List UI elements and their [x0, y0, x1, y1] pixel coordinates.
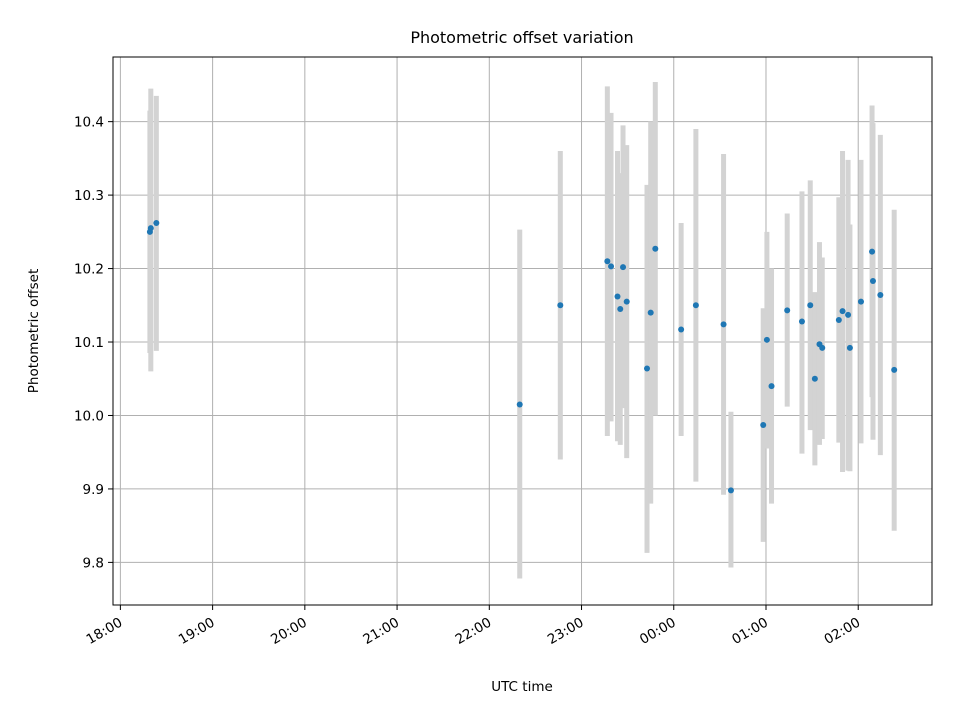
chart-title: Photometric offset variation [410, 28, 633, 47]
y-axis-ticks: 9.8 9.9 10.0 10.1 10.2 10.3 10.4 [74, 115, 113, 571]
x-tick-label: 02:00 [822, 615, 864, 648]
error-bars [147, 81, 897, 579]
y-tick-label: 9.8 [83, 555, 104, 571]
x-tick-label: 22:00 [453, 615, 495, 648]
y-tick-label: 10.4 [74, 115, 104, 131]
y-tick-label: 10.2 [74, 262, 104, 278]
y-tick-label: 10.1 [74, 335, 104, 351]
x-tick-label: 20:00 [268, 615, 310, 648]
y-tick-label: 9.9 [83, 482, 104, 498]
data-point [678, 326, 685, 333]
data-point [652, 245, 659, 252]
x-tick-label: 00:00 [637, 615, 679, 648]
data-point [647, 309, 654, 316]
x-axis-label: UTC time [491, 679, 553, 695]
data-point [869, 278, 876, 285]
data-point [857, 298, 864, 305]
data-point [623, 298, 630, 305]
data-point [720, 321, 727, 328]
data-point [784, 307, 791, 314]
x-tick-label: 19:00 [176, 615, 218, 648]
data-point [604, 258, 611, 265]
data-point [692, 302, 699, 309]
data-point [845, 311, 852, 318]
x-axis-ticks: 18:00 19:00 20:00 21:00 22:00 23:00 00:00 01:00… [84, 605, 864, 648]
data-point [620, 264, 627, 271]
data-point [869, 248, 876, 255]
data-point [614, 293, 621, 300]
x-tick-label: 01:00 [729, 615, 771, 648]
data-point [768, 383, 775, 390]
y-tick-label: 10.3 [74, 188, 104, 204]
plot-frame [112, 56, 933, 606]
data-point [807, 302, 814, 309]
x-tick-label: 21:00 [360, 615, 402, 648]
x-tick-label: 23:00 [545, 615, 587, 648]
data-point [891, 366, 898, 373]
data-point [811, 375, 818, 382]
data-point [819, 344, 826, 351]
data-point [516, 401, 523, 408]
data-point [839, 308, 846, 315]
data-point [617, 305, 624, 312]
data-point [153, 220, 160, 227]
data-point [877, 292, 884, 299]
data-point [760, 422, 767, 429]
data-points [146, 220, 898, 494]
y-tick-label: 10.0 [74, 408, 104, 424]
data-point [557, 302, 564, 309]
data-point [608, 263, 615, 270]
data-point [846, 344, 853, 351]
data-point [644, 365, 651, 372]
x-tick-label: 18:00 [84, 615, 126, 648]
grid-lines [113, 57, 932, 605]
data-point [798, 318, 805, 325]
data-point [727, 487, 734, 494]
data-point [147, 225, 154, 232]
data-point [835, 316, 842, 323]
data-point [763, 336, 770, 343]
y-axis-label: Photometric offset [26, 269, 42, 393]
